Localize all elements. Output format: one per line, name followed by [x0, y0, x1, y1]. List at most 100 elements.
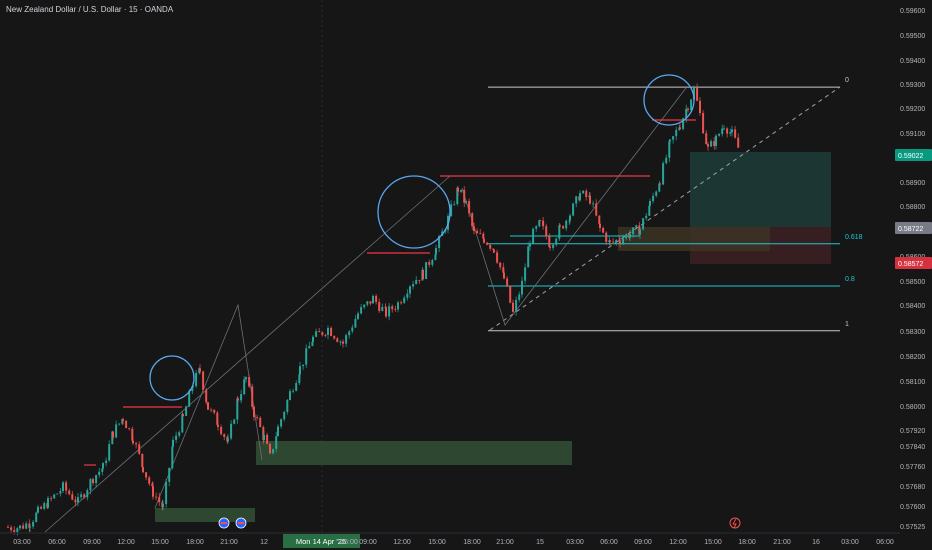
candle-body	[521, 280, 523, 295]
candle-body	[372, 295, 374, 304]
candle-body	[236, 398, 239, 420]
candle-body	[665, 157, 668, 164]
candle-body	[53, 494, 56, 499]
candle-body	[579, 193, 581, 201]
candle-body	[13, 530, 16, 532]
candle-body	[10, 527, 13, 531]
demand-zone-mid	[256, 441, 572, 465]
candle-body	[339, 341, 342, 343]
candle-body	[734, 129, 737, 138]
lightning-bolt-icon	[732, 518, 737, 529]
candle-body	[240, 394, 243, 401]
candle-body	[679, 127, 681, 129]
candle-body	[360, 307, 363, 314]
candle-body	[131, 428, 134, 441]
candle-body	[476, 231, 479, 234]
candle-body	[280, 419, 283, 427]
candle-body	[168, 467, 171, 482]
price-tick-label: 0.57525	[900, 524, 925, 531]
candle-body	[216, 412, 219, 425]
candle-body	[210, 409, 213, 411]
candle-body	[565, 220, 568, 229]
candle-body	[56, 493, 59, 495]
candle-body	[539, 220, 541, 222]
candle-body	[615, 239, 618, 243]
candle-body	[292, 390, 295, 392]
time-tick-label: 09:00	[83, 539, 101, 546]
highlight-circle	[149, 355, 195, 401]
candle-body	[295, 383, 298, 391]
candle-body	[318, 331, 321, 333]
price-tick-label: 0.59600	[900, 8, 925, 15]
candle-body	[585, 190, 588, 197]
candle-body	[171, 446, 174, 468]
candle-body	[230, 423, 233, 439]
candle-body	[549, 246, 551, 248]
candle-body	[572, 203, 575, 216]
candle-body	[245, 377, 247, 380]
price-tick-label: 0.58900	[900, 180, 925, 187]
candle-body	[182, 414, 184, 416]
candle-body	[243, 379, 246, 395]
candle-body	[217, 424, 219, 427]
candle-body	[336, 338, 339, 342]
price-axis: 0.59600 0.59500 0.59400 0.59300 0.59200 0.591…	[895, 8, 932, 531]
candle-body	[569, 215, 571, 221]
candle-body	[737, 137, 740, 148]
candle-body	[188, 391, 191, 407]
candle-body	[406, 293, 409, 298]
candle-body	[468, 201, 471, 214]
candle-body	[598, 215, 601, 224]
candle-body	[199, 368, 201, 372]
candle-body	[622, 238, 625, 244]
time-tick-label: 21:00	[496, 539, 514, 546]
candle-body	[428, 262, 431, 265]
candle-body	[375, 295, 378, 303]
candle-body	[512, 302, 514, 312]
candle-body	[649, 200, 651, 206]
us-flag-stripe-icon	[238, 522, 244, 524]
entry-price-badge: 0.58722	[898, 226, 923, 233]
candle-body	[394, 309, 397, 311]
candle-body	[142, 467, 144, 473]
candle-body	[618, 239, 621, 242]
candle-body	[568, 220, 571, 222]
time-tick-label: 09:00	[359, 539, 377, 546]
candle-body	[482, 233, 485, 239]
time-tick-label: 15:00	[151, 539, 169, 546]
candle-body	[648, 205, 651, 216]
dashed-trendline	[489, 86, 841, 331]
candle-body	[202, 371, 205, 390]
candle-body	[509, 285, 512, 303]
candle-body	[555, 238, 558, 245]
zigzag-line	[461, 87, 687, 326]
candle-body	[118, 423, 121, 425]
candle-body	[422, 269, 424, 279]
candle-body	[312, 336, 314, 342]
candle-body	[158, 497, 161, 503]
candle-body	[575, 196, 578, 204]
candle-body	[535, 226, 538, 229]
fib-level-label: 0.8	[845, 276, 855, 283]
candle-body	[493, 249, 495, 253]
candle-body	[315, 331, 318, 337]
candle-body	[496, 252, 499, 263]
candle-body	[652, 195, 655, 201]
candle-body	[256, 417, 259, 418]
candle-body	[515, 299, 518, 312]
candle-body	[450, 204, 453, 216]
candle-body	[538, 220, 541, 227]
candle-body	[195, 372, 198, 387]
candle-body	[503, 272, 505, 279]
price-tick-label: 0.58000	[900, 404, 925, 411]
candle-body	[552, 244, 555, 248]
candle-body	[589, 195, 591, 204]
candle-body	[62, 482, 64, 492]
price-tick-label: 0.57760	[900, 464, 925, 471]
candle-body	[403, 297, 406, 303]
candle-body	[155, 496, 158, 498]
candle-body	[138, 444, 141, 454]
candle-body	[668, 141, 671, 158]
